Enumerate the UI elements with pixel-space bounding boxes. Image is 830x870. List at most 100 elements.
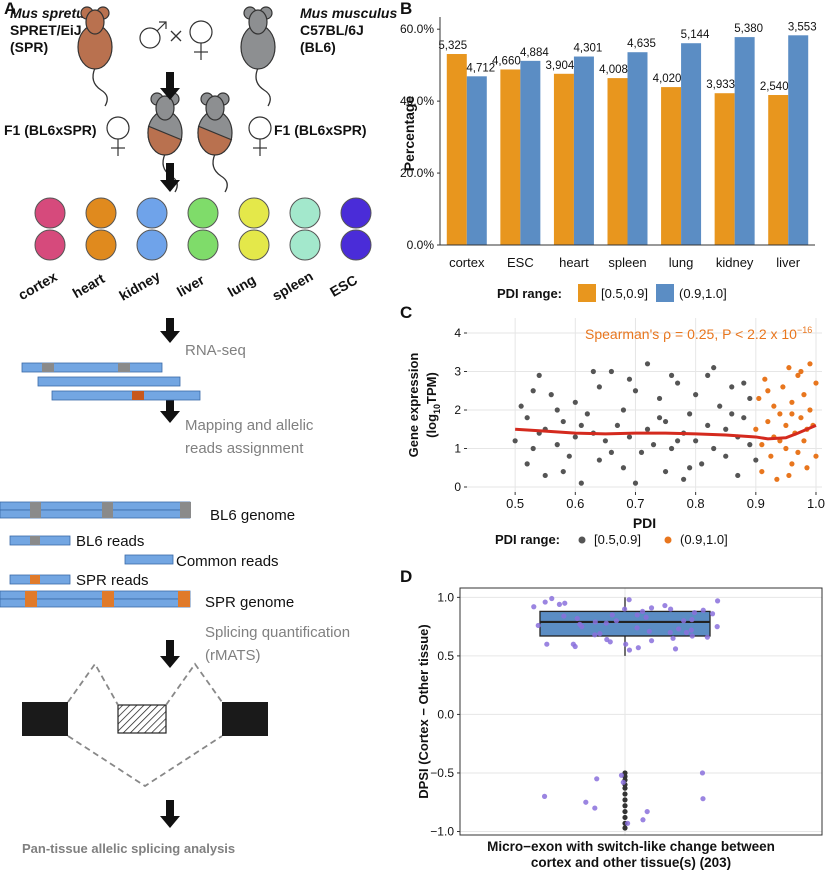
point: [789, 399, 795, 405]
female-symbol: [189, 20, 213, 44]
annotation-exponent: −16: [797, 325, 812, 335]
jitter-point: [626, 597, 632, 603]
tissue-dot: [136, 229, 168, 261]
read-bar: [124, 554, 174, 565]
panel-label: B: [400, 0, 412, 18]
read-label: BL6 reads: [76, 533, 144, 550]
read-bar: [0, 501, 191, 511]
point: [536, 372, 542, 378]
tissue-dot: [289, 197, 321, 229]
point: [560, 418, 566, 425]
jitter-point: [634, 625, 640, 631]
legend-label: [0.5,0.9]: [601, 286, 648, 301]
y-axis-title: DPSI (Cortex − Other tissue): [416, 624, 431, 798]
junction: [67, 662, 223, 788]
jitter-point: [577, 621, 583, 627]
step-label: reads assignment: [185, 440, 304, 457]
point: [807, 407, 813, 413]
legend-swatch: [578, 536, 586, 544]
allele-mark: [102, 502, 113, 518]
jitter-point: [668, 606, 674, 612]
point: [774, 476, 780, 482]
point: [518, 403, 524, 409]
jitter-point: [667, 629, 673, 636]
y-axis-title-sub: 10: [432, 404, 442, 414]
jitter-point: [681, 618, 687, 624]
outlier: [622, 797, 628, 803]
jitter-point: [562, 600, 568, 606]
point: [762, 376, 768, 382]
mouse: [240, 6, 276, 107]
point: [798, 368, 804, 375]
x-tick-label: ESC: [507, 255, 534, 270]
point: [717, 403, 723, 409]
jitter-point: [648, 605, 655, 611]
arrow: [160, 163, 180, 192]
outlier: [622, 814, 628, 821]
point: [662, 418, 669, 425]
y-tick-label: 20.0%: [400, 166, 434, 180]
y-tick-label: −1.0: [430, 824, 454, 838]
jitter-point: [670, 635, 676, 641]
point: [807, 361, 813, 367]
trend-line: [515, 424, 817, 441]
step-label: (rMATS): [205, 647, 261, 664]
point: [656, 415, 663, 421]
point: [723, 426, 729, 432]
point: [548, 392, 554, 398]
jitter-point: [646, 628, 652, 634]
tissue-label: lung: [225, 271, 259, 300]
x-tick-label: 0.8: [687, 496, 705, 511]
read-label: BL6 genome: [210, 507, 295, 524]
jitter-point: [672, 646, 679, 652]
mouse: [77, 6, 113, 107]
bar: [466, 76, 487, 246]
tissue-dot: [187, 197, 219, 229]
point: [590, 368, 596, 375]
strain-name: Mus spretus: [10, 5, 93, 21]
point: [626, 376, 633, 382]
y-tick-label: −0.5: [430, 766, 454, 780]
step-label: Splicing quantification: [205, 624, 350, 641]
allele-mark: [132, 391, 144, 400]
final-step: Pan-tissue allelic splicing analysis: [22, 841, 235, 856]
jitter-point: [676, 626, 682, 632]
point: [813, 453, 819, 459]
jitter-point: [604, 636, 610, 643]
point: [705, 422, 711, 429]
mouse: [197, 92, 233, 193]
outlier: [622, 791, 628, 797]
bar: [607, 78, 628, 245]
outlier: [622, 803, 628, 809]
point: [705, 372, 711, 378]
allele-mark: [30, 575, 40, 584]
legend-swatch: [664, 536, 672, 544]
y-axis-title: (log10TPM): [424, 372, 442, 438]
point: [668, 445, 675, 452]
y-tick-label: 0.0%: [407, 238, 435, 252]
point: [614, 422, 621, 429]
point: [783, 445, 789, 452]
bar: [734, 37, 755, 246]
jitter-point: [683, 629, 690, 636]
tissue-dot: [34, 197, 66, 229]
jitter-point: [639, 608, 646, 615]
point: [798, 415, 804, 421]
allele-mark: [102, 591, 114, 607]
point: [735, 472, 741, 479]
point: [644, 361, 651, 367]
x-tick-label: spleen: [608, 255, 646, 270]
y-tick-label: 4: [454, 326, 461, 340]
jitter-point: [613, 618, 620, 624]
jitter-point: [592, 619, 598, 625]
bar: [788, 35, 809, 246]
tissue-dot: [85, 229, 117, 261]
panel-label: C: [400, 303, 412, 322]
tissue-dot: [85, 197, 117, 229]
point: [656, 395, 663, 402]
bar: [520, 60, 541, 246]
point: [723, 453, 729, 459]
jitter-point: [648, 638, 655, 644]
tissue-label: heart: [70, 270, 108, 301]
